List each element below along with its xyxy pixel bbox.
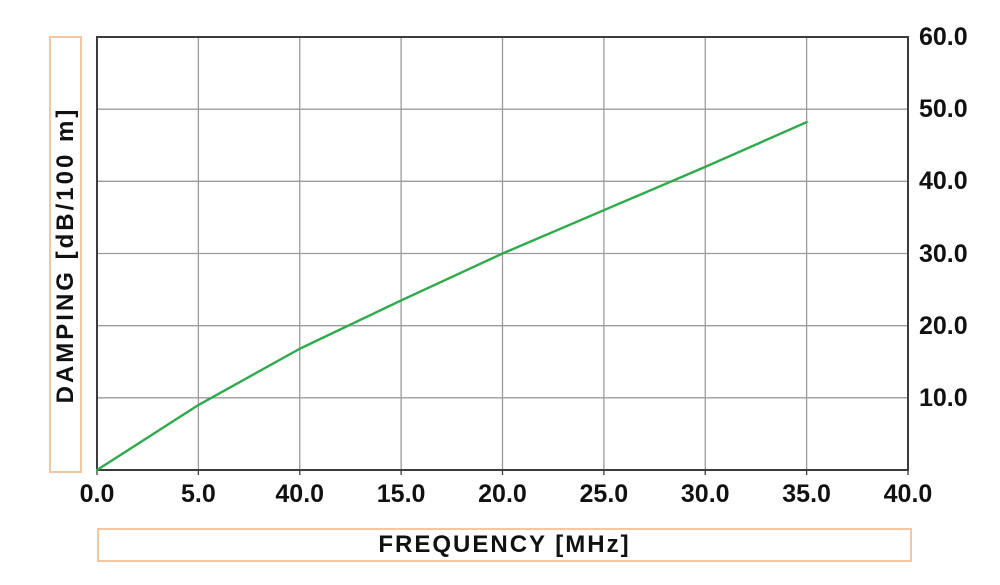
x-tick-label: 0.0: [79, 480, 115, 508]
y-tick-label: 40.0: [919, 167, 968, 196]
damping-series-line: [95, 120, 808, 472]
y-tick-label: 30.0: [919, 239, 968, 268]
x-tick-label: 5.0: [180, 480, 216, 508]
y-axis-title-box: DAMPING [dB/100 m]: [49, 36, 82, 473]
y-tick-label: 50.0: [919, 95, 968, 124]
x-tick-label: 40.0: [275, 480, 325, 508]
y-tick-label: 10.0: [919, 383, 968, 412]
y-tick-label: 20.0: [919, 311, 968, 340]
x-tick-label: 30.0: [680, 480, 730, 508]
x-tick-label: 25.0: [579, 480, 629, 508]
y-tick-label: 60.0: [919, 23, 968, 51]
x-tick-label: 15.0: [376, 480, 426, 508]
x-axis-title: FREQUENCY [MHz]: [378, 531, 631, 558]
x-tick-label: 40.0: [883, 480, 933, 508]
x-axis-title-box: FREQUENCY [MHz]: [97, 528, 912, 562]
x-tick-label: 35.0: [782, 480, 831, 508]
x-tick-label: 20.0: [478, 480, 527, 508]
